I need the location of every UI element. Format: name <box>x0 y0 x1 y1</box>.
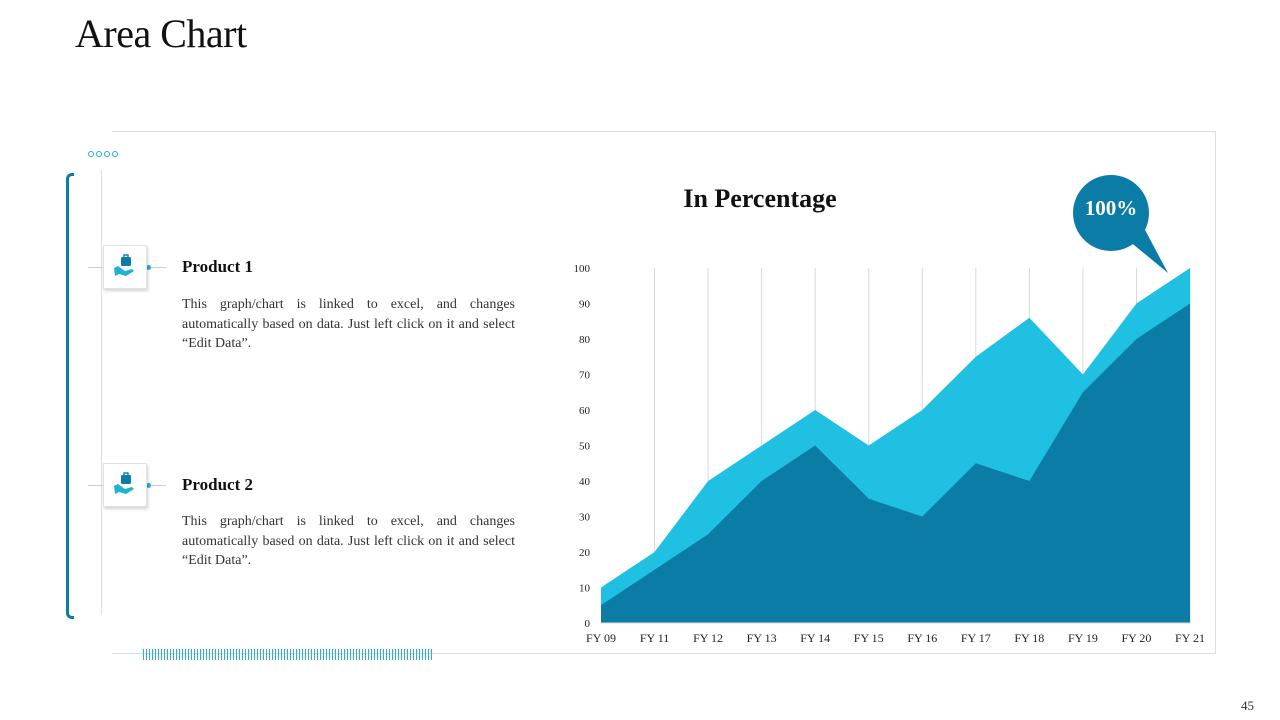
decor-dots <box>88 151 118 157</box>
frame-gap-bottom <box>90 615 112 659</box>
x-tick-label: FY 19 <box>1068 631 1098 645</box>
product-2-title: Product 2 <box>182 475 253 494</box>
page-number: 45 <box>1241 698 1254 713</box>
content-frame <box>101 131 1216 654</box>
x-tick-label: FY 11 <box>640 631 669 645</box>
series-2-area <box>601 303 1190 623</box>
chart-title: In Percentage <box>683 184 837 213</box>
y-tick-label: 80 <box>579 334 591 346</box>
x-tick-label: FY 14 <box>800 631 830 645</box>
callout-bubble <box>1073 175 1168 273</box>
x-tick-label: FY 18 <box>1014 631 1044 645</box>
y-tick-label: 50 <box>579 441 591 453</box>
y-tick-label: 10 <box>579 583 591 595</box>
y-tick-label: 90 <box>579 299 591 311</box>
y-tick-label: 100 <box>574 263 591 275</box>
y-tick-label: 30 <box>579 512 591 524</box>
callout-value: 100% <box>1084 196 1138 220</box>
x-tick-label: FY 20 <box>1122 631 1152 645</box>
x-tick-label: FY 17 <box>961 631 991 645</box>
left-bracket <box>66 173 74 619</box>
page-title: Area Chart <box>75 11 247 56</box>
x-tick-label: FY 15 <box>854 631 884 645</box>
product-1-title: Product 1 <box>182 257 253 276</box>
y-tick-label: 20 <box>579 547 591 559</box>
product-1-connector-dot <box>146 265 151 270</box>
x-tick-label: FY 12 <box>693 631 723 645</box>
x-tick-label: FY 16 <box>907 631 937 645</box>
x-tick-label: FY 13 <box>747 631 777 645</box>
hand-holding-briefcase-icon <box>114 472 134 494</box>
product-1-description: This graph/chart is linked to excel, and… <box>182 297 515 351</box>
decor-ticks <box>143 649 434 660</box>
y-tick-label: 0 <box>585 618 591 630</box>
product-2-icon-box <box>103 463 147 507</box>
x-tick-label: FY 21 <box>1175 631 1205 645</box>
product-2-connector-dot <box>146 483 151 488</box>
frame-gap-top <box>90 126 112 170</box>
product-1-icon-box <box>103 245 147 289</box>
product-2-description: This graph/chart is linked to excel, and… <box>182 514 515 568</box>
x-tick-label: FY 09 <box>586 631 616 645</box>
y-tick-label: 60 <box>579 405 591 417</box>
hand-holding-briefcase-icon <box>114 254 134 276</box>
y-tick-label: 70 <box>579 370 591 382</box>
y-tick-label: 40 <box>579 476 591 488</box>
